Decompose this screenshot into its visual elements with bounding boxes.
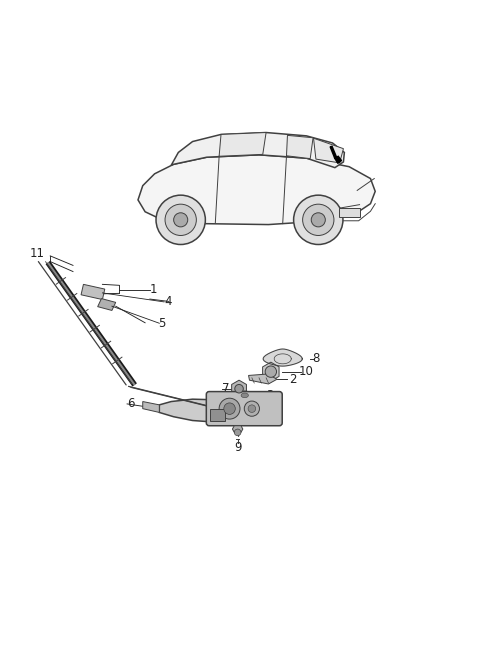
Circle shape — [235, 384, 243, 393]
FancyBboxPatch shape — [210, 409, 225, 420]
Circle shape — [234, 429, 241, 436]
Polygon shape — [171, 133, 344, 168]
Text: 10: 10 — [299, 365, 314, 378]
Text: 7: 7 — [222, 382, 229, 395]
Polygon shape — [232, 380, 246, 398]
Text: 1: 1 — [150, 283, 157, 296]
Text: 8: 8 — [312, 352, 320, 365]
Ellipse shape — [241, 393, 248, 398]
Text: 11: 11 — [29, 247, 45, 260]
Polygon shape — [159, 399, 280, 423]
Polygon shape — [287, 135, 313, 159]
Circle shape — [224, 403, 235, 415]
Polygon shape — [313, 138, 343, 163]
Circle shape — [174, 213, 188, 227]
Circle shape — [248, 405, 256, 413]
Polygon shape — [138, 155, 375, 224]
Polygon shape — [249, 374, 277, 384]
Circle shape — [156, 195, 205, 245]
Polygon shape — [97, 298, 116, 310]
Circle shape — [265, 366, 276, 377]
Text: 6: 6 — [127, 398, 134, 411]
FancyBboxPatch shape — [339, 209, 360, 217]
Text: 3: 3 — [266, 389, 273, 402]
Circle shape — [302, 204, 334, 236]
Polygon shape — [143, 401, 159, 413]
Circle shape — [165, 204, 196, 236]
Polygon shape — [219, 133, 266, 156]
Circle shape — [311, 213, 325, 227]
Polygon shape — [335, 156, 342, 163]
FancyBboxPatch shape — [206, 392, 282, 426]
Polygon shape — [81, 284, 105, 300]
Text: 2: 2 — [289, 373, 297, 386]
Circle shape — [294, 195, 343, 245]
Circle shape — [219, 398, 240, 419]
Ellipse shape — [238, 391, 252, 400]
Text: 4: 4 — [164, 295, 172, 308]
Polygon shape — [330, 146, 337, 159]
Polygon shape — [232, 426, 243, 432]
Polygon shape — [263, 349, 302, 366]
Text: 5: 5 — [158, 317, 166, 330]
Circle shape — [244, 401, 260, 417]
Text: 9: 9 — [234, 441, 241, 454]
Polygon shape — [263, 362, 279, 381]
